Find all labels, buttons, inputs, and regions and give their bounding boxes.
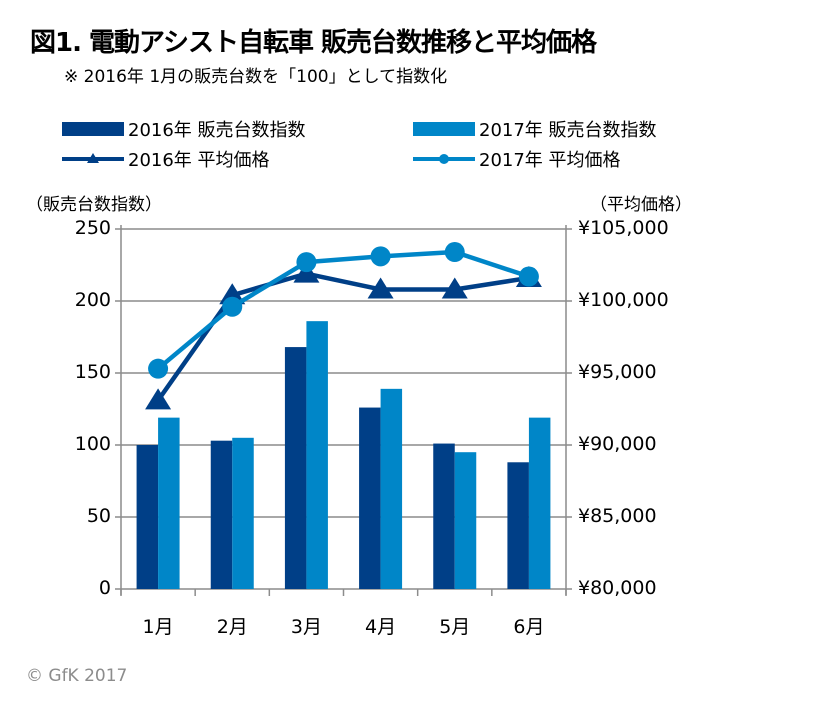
y-axis-left-label: （販売台数指数） — [26, 195, 162, 215]
marker-2016-3 — [293, 261, 320, 283]
legend-label: 2017年 販売台数指数 — [479, 120, 657, 141]
y-tick-right: ¥90,000 — [578, 433, 657, 455]
legend-swatch-2016-sales — [62, 122, 124, 136]
x-tick-label: 2月 — [216, 616, 248, 638]
legend-label: 2016年 平均価格 — [128, 150, 270, 171]
legend-swatch-2017-sales — [413, 122, 475, 136]
marker-2017-2 — [222, 296, 243, 317]
y-tick-right: ¥80,000 — [578, 577, 657, 599]
chart-subtitle: ※ 2016年 1月の販売台数を「100」として指数化 — [64, 67, 448, 87]
marker-2017-4 — [370, 246, 391, 267]
bar-2017-6 — [528, 417, 551, 589]
y-tick-left: 0 — [98, 577, 111, 599]
y-axis-right-label: （平均価格） — [590, 195, 692, 215]
x-tick-label: 5月 — [439, 616, 471, 638]
legend-item-2016-price: 2016年 平均価格 — [62, 146, 270, 172]
bar-2016-2 — [210, 440, 233, 589]
marker-2017-5 — [444, 242, 465, 263]
legend-item-2016-sales: 2016年 販売台数指数 — [62, 116, 306, 142]
legend-label: 2016年 販売台数指数 — [128, 120, 306, 141]
marker-2017-6 — [518, 266, 539, 287]
copyright: © GfK 2017 — [26, 666, 128, 686]
y-tick-left: 100 — [74, 433, 111, 455]
bar-2016-6 — [507, 462, 529, 589]
x-tick-label: 3月 — [290, 616, 322, 638]
marker-2017-3 — [296, 252, 317, 273]
bar-2016-5 — [433, 443, 455, 589]
bar-2017-1 — [158, 417, 180, 589]
x-tick-label: 4月 — [365, 616, 397, 638]
line-2016-price — [156, 271, 530, 402]
marker-2016-1 — [145, 388, 172, 410]
x-tick-label: 6月 — [513, 616, 545, 638]
legend-label: 2017年 平均価格 — [479, 150, 621, 171]
chart-title: 図1. 電動アシスト自転車 販売台数推移と平均価格 — [30, 28, 597, 58]
y-tick-left: 150 — [74, 361, 111, 383]
bar-2017-5 — [454, 452, 477, 589]
legend-item-2017-sales: 2017年 販売台数指数 — [413, 116, 657, 142]
y-tick-right: ¥105,000 — [578, 217, 669, 239]
marker-2016-5 — [441, 277, 468, 299]
bar-2016-1 — [136, 445, 159, 589]
bar-2017-3 — [306, 321, 328, 589]
bar-2017-2 — [232, 437, 254, 589]
legend-swatch-2017-price — [413, 150, 475, 168]
legend-item-2017-price: 2017年 平均価格 — [413, 146, 621, 172]
marker-2017-1 — [148, 358, 169, 379]
marker-2016-2 — [219, 283, 246, 305]
bar-2016-4 — [359, 407, 381, 589]
bar-2017-4 — [380, 388, 403, 589]
line-2017-price — [156, 249, 530, 371]
y-tick-left: 250 — [74, 217, 111, 239]
y-tick-left: 200 — [74, 289, 111, 311]
bar-2016-3 — [284, 347, 307, 589]
y-tick-right: ¥85,000 — [578, 505, 657, 527]
x-tick-label: 1月 — [142, 616, 174, 638]
marker-2016-4 — [367, 277, 394, 299]
y-tick-right: ¥100,000 — [578, 289, 669, 311]
legend-swatch-2016-price — [62, 150, 124, 168]
y-tick-right: ¥95,000 — [578, 361, 657, 383]
y-tick-left: 50 — [86, 505, 111, 527]
